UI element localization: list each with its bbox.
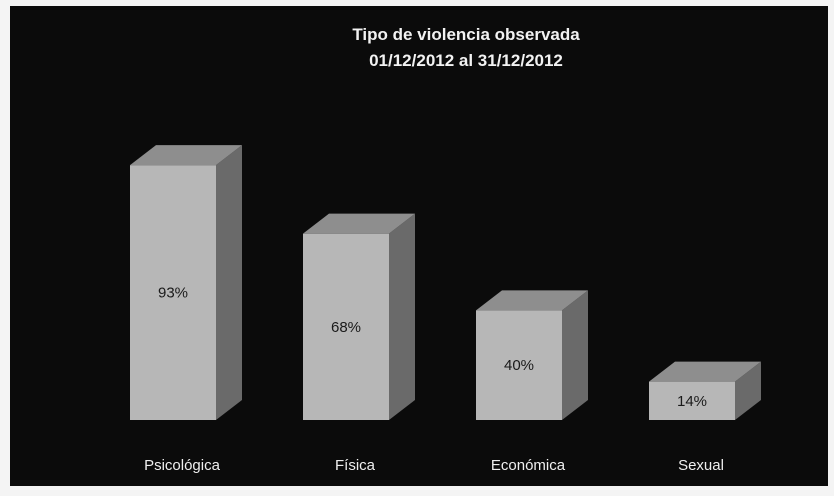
category-label-fisica: Física xyxy=(335,457,376,474)
bar-side-fisica xyxy=(389,213,415,420)
labels-layer: 93% Psicológica 68% Física 40% Económica 14% Se… xyxy=(144,285,724,474)
bar-economica xyxy=(476,290,588,420)
bar-front-economica xyxy=(476,310,562,420)
bar-fisica xyxy=(303,213,415,420)
bar-front-psicologica xyxy=(130,165,216,420)
data-label-economica: 40% xyxy=(504,357,534,374)
chart-panel: 93% Psicológica 68% Física 40% Económica 14% Se… xyxy=(10,6,828,486)
data-label-fisica: 68% xyxy=(331,319,361,336)
category-label-sexual: Sexual xyxy=(678,457,724,474)
bar-psicologica xyxy=(130,145,242,420)
bar-sexual xyxy=(649,361,761,420)
bar-side-economica xyxy=(562,290,588,420)
bar-side-sexual xyxy=(735,361,761,420)
bar-top-sexual xyxy=(649,361,761,382)
data-label-sexual: 14% xyxy=(677,393,707,410)
bar-top-fisica xyxy=(303,213,415,234)
bar-top-economica xyxy=(476,290,588,311)
chart-title: Tipo de violencia observada xyxy=(352,25,580,44)
bars-layer xyxy=(130,145,761,420)
bar-front-fisica xyxy=(303,233,389,420)
bar-side-psicologica xyxy=(216,145,242,420)
bar-chart: 93% Psicológica 68% Física 40% Económica 14% Se… xyxy=(130,25,761,474)
bar-top-psicologica xyxy=(130,145,242,166)
category-label-economica: Económica xyxy=(491,457,566,474)
category-label-psicologica: Psicológica xyxy=(144,457,221,474)
bar-front-sexual xyxy=(649,381,735,420)
data-label-psicologica: 93% xyxy=(158,285,188,302)
chart-subtitle: 01/12/2012 al 31/12/2012 xyxy=(369,51,563,70)
